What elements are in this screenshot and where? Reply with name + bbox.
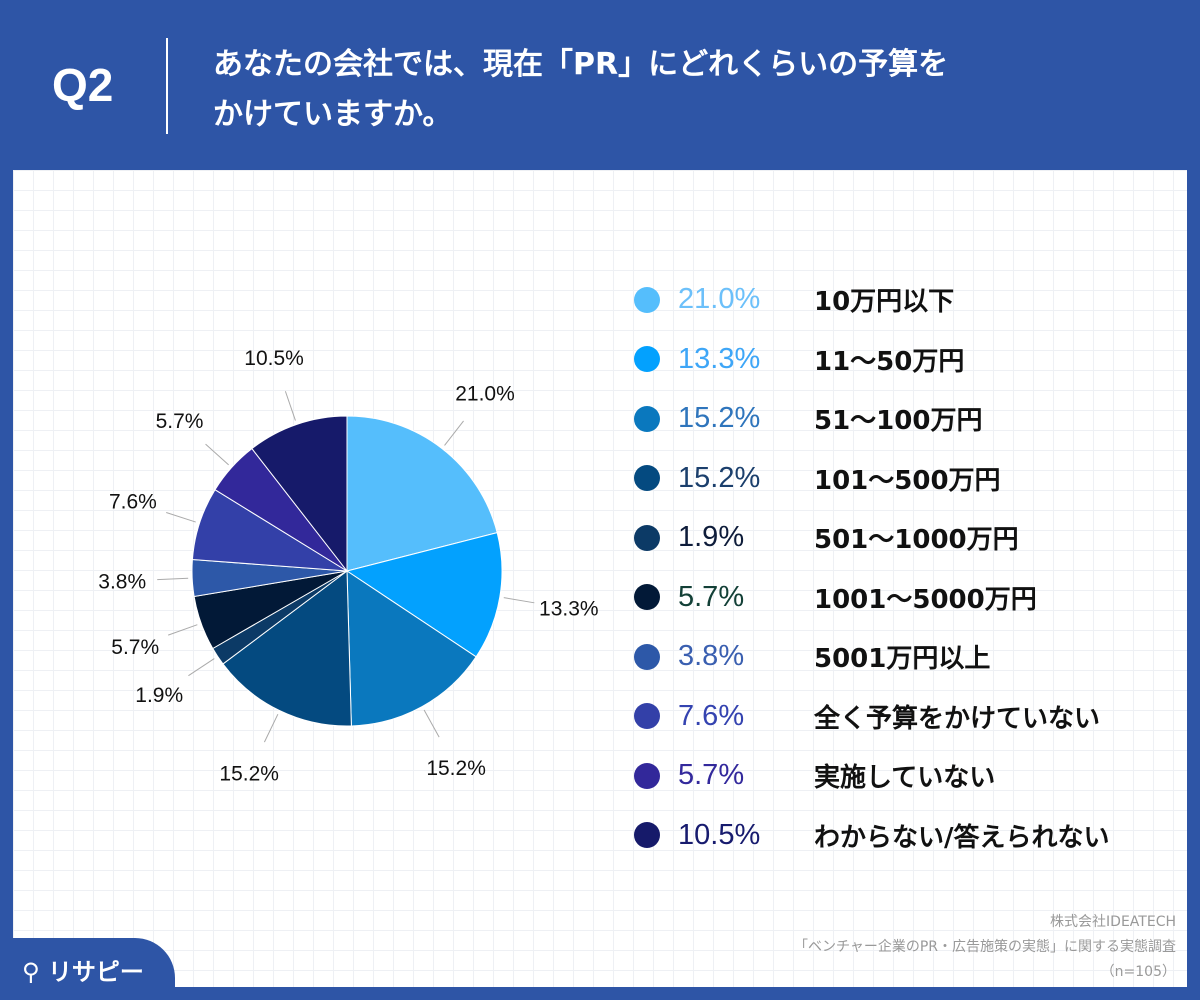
leader-line [284, 391, 296, 421]
legend-item: 10.5% わからない/答えられない [634, 806, 1110, 866]
page-title: あなたの会社では、現在「PR」にどれくらいの予算を かけていますか。 [213, 40, 948, 140]
logo: ⚲ リサピー [0, 938, 175, 1000]
legend-percent: 21.0% [678, 283, 761, 316]
legend-label: 51〜100万円 [814, 406, 983, 437]
legend-label: 1001〜5000万円 [814, 584, 1037, 615]
logo-icon: ⚲ [22, 958, 48, 986]
legend-percent: 3.8% [678, 640, 745, 673]
divider [166, 38, 168, 134]
pie-slice [222, 570, 352, 727]
legend-item: 5.7% 1001〜5000万円 [634, 568, 1110, 628]
legend-percent: 10.5% [678, 818, 761, 851]
question-number: Q2 [52, 59, 114, 111]
legend-swatch [634, 762, 660, 789]
legend-label: 5001万円以上 [814, 644, 991, 675]
legend-percent: 15.2% [678, 461, 761, 494]
leader-line [503, 597, 535, 604]
leader-line [444, 420, 464, 446]
leader-line [263, 713, 279, 743]
data-label: 3.8% [98, 570, 146, 593]
legend-percent: 5.7% [678, 759, 745, 792]
legend-item: 13.3% 11〜50万円 [634, 330, 1110, 390]
source-sample-size: （n=105） [1100, 964, 1176, 980]
leader-line [167, 624, 198, 636]
legend-label: 11〜50万円 [814, 346, 965, 377]
leader-line [188, 658, 215, 677]
title-line-1: あなたの会社では、現在「PR」にどれくらいの予算を [213, 47, 949, 82]
legend-percent: 1.9% [678, 521, 745, 554]
legend-item: 15.2% 101〜500万円 [634, 449, 1110, 509]
legend-swatch [634, 643, 660, 670]
legend-item: 7.6% 全く予算をかけていない [634, 687, 1110, 747]
pie-slice [346, 570, 477, 727]
data-label: 10.5% [244, 347, 304, 370]
legend-percent: 13.3% [678, 342, 761, 375]
data-label: 21.0% [455, 382, 515, 405]
source-note: 株式会社IDEATECH 「ベンチャー企業のPR・広告施策の実態」に関する実態調… [794, 910, 1176, 985]
legend-swatch [634, 465, 660, 492]
legend-percent: 15.2% [678, 402, 761, 435]
leader-line [157, 577, 189, 581]
data-label: 1.9% [135, 684, 183, 707]
title-line-2: かけていますか。 [213, 97, 453, 132]
data-label: 15.2% [426, 757, 486, 780]
leader-line [166, 512, 196, 523]
legend: 21.0% 10万円以下 13.3% 11〜50万円 15.2% 51〜100万円 15.2… [634, 270, 1110, 865]
legend-label: 10万円以下 [814, 287, 955, 318]
data-label: 5.7% [156, 410, 204, 433]
legend-swatch [634, 346, 660, 373]
legend-label: 101〜500万円 [814, 465, 1001, 496]
logo-text: リサピー [47, 958, 144, 986]
legend-item: 1.9% 501〜1000万円 [634, 508, 1110, 568]
legend-swatch [634, 703, 660, 730]
pie-slice [345, 532, 503, 658]
leader-line [423, 709, 440, 738]
pie-slice [251, 415, 348, 573]
legend-swatch [634, 822, 660, 849]
legend-swatch [634, 286, 660, 313]
data-label: 15.2% [219, 763, 279, 786]
source-company: 株式会社IDEATECH [1050, 914, 1176, 930]
legend-swatch [634, 584, 660, 611]
pie-slice [346, 415, 498, 572]
legend-item: 21.0% 10万円以下 [634, 270, 1110, 330]
legend-label: 501〜1000万円 [814, 525, 1019, 556]
legend-label: 実施していない [814, 763, 996, 794]
legend-percent: 5.7% [678, 580, 745, 613]
legend-item: 15.2% 51〜100万円 [634, 389, 1110, 449]
source-survey: 「ベンチャー企業のPR・広告施策の実態」に関する実態調査 [793, 939, 1176, 955]
legend-swatch [634, 405, 660, 432]
legend-label: 全く予算をかけていない [814, 703, 1101, 734]
data-label: 7.6% [109, 491, 157, 514]
data-label: 5.7% [111, 636, 159, 659]
legend-item: 5.7% 実施していない [634, 746, 1110, 806]
legend-swatch [634, 524, 660, 551]
legend-item: 3.8% 5001万円以上 [634, 627, 1110, 687]
data-label: 13.3% [539, 598, 599, 621]
leader-line [205, 443, 229, 466]
legend-label: わからない/答えられない [814, 822, 1110, 853]
legend-percent: 7.6% [678, 699, 745, 732]
